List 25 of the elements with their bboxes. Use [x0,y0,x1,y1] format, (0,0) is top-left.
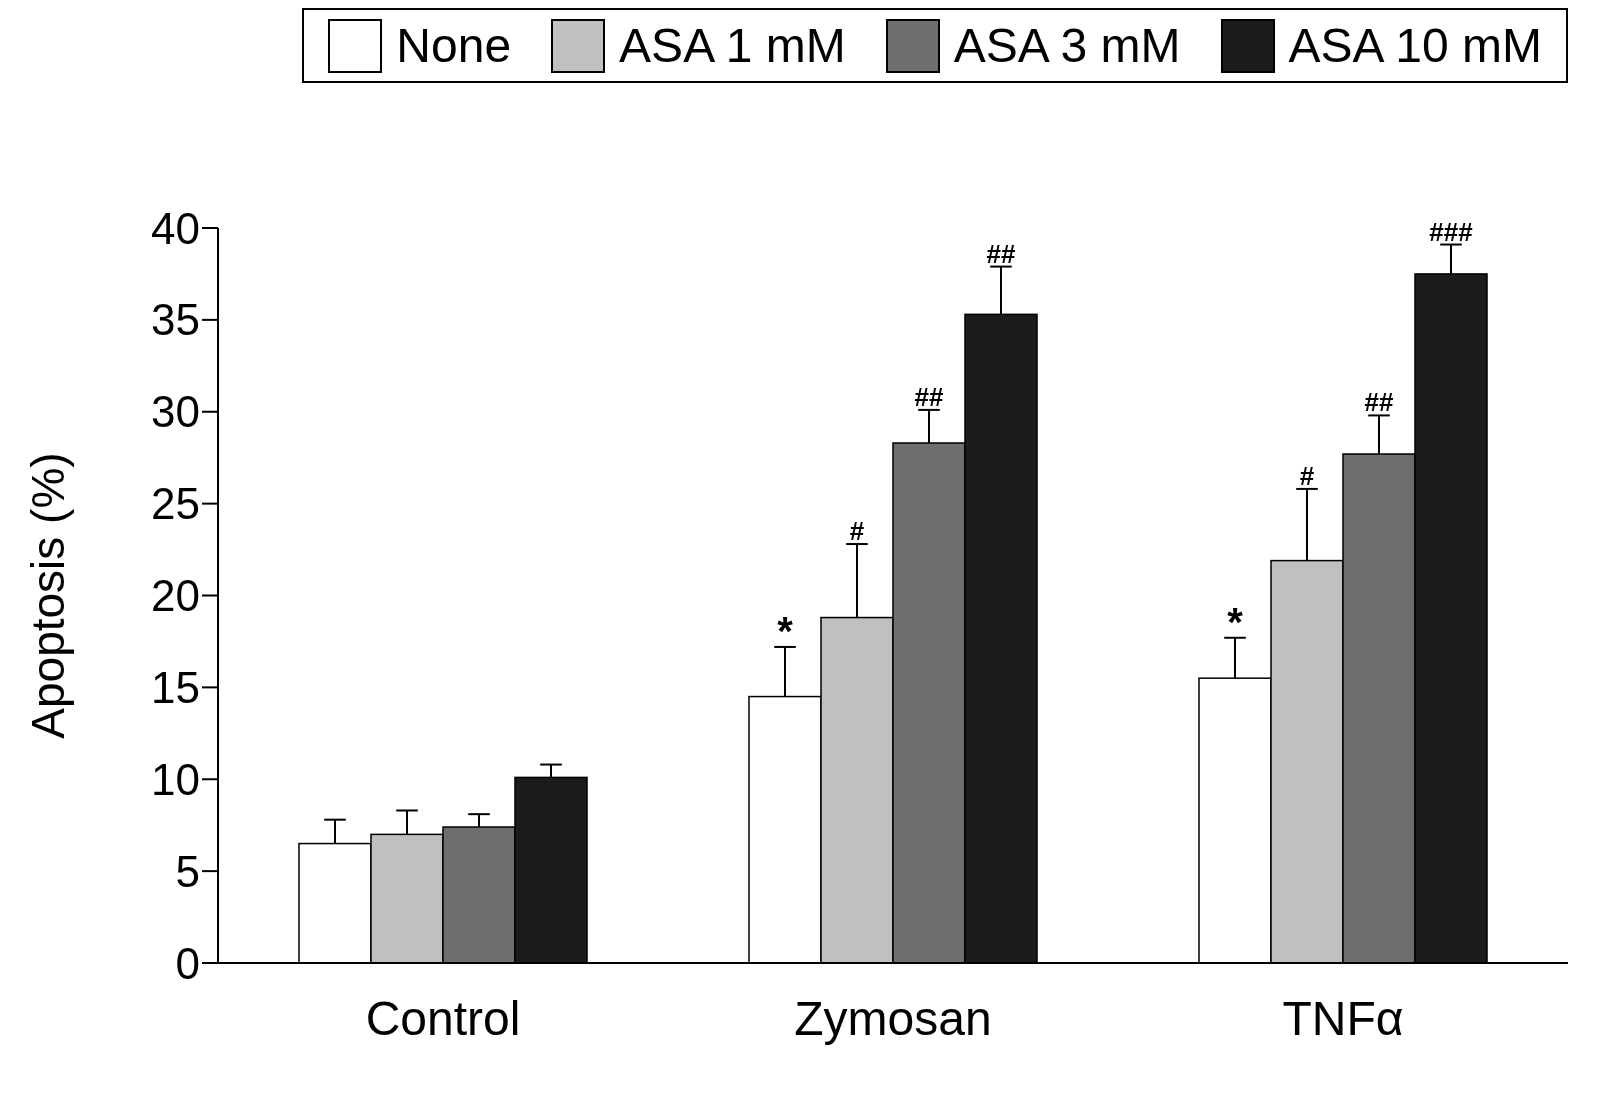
annotation: ## [986,238,1016,269]
annotation: # [1299,460,1315,491]
legend-label: ASA 1 mM [619,18,846,73]
x-tick-label: TNFα [1282,992,1404,1046]
legend-label: ASA 3 mM [953,18,1181,73]
legend-label: None [396,18,512,73]
x-tick-label: Zymosan [794,992,992,1046]
annotation: ## [1364,387,1394,418]
x-tick-label: Control [365,992,521,1046]
y-tick-label: 20 [151,571,200,621]
annotation: # [849,516,865,547]
annotation: * [1227,599,1244,644]
y-tick-label: 30 [151,387,200,437]
y-tick-label: 15 [151,662,200,712]
y-tick-label: 25 [151,479,200,529]
y-axis-title: Apoptosis (%) [22,452,75,739]
legend-label: ASA 10 mM [1288,18,1542,73]
y-tick-label: 10 [151,754,200,804]
annotation: ### [1429,216,1474,247]
annotation: * [777,608,794,653]
y-tick-label: 40 [151,203,200,253]
y-tick-label: 35 [151,295,200,345]
y-tick-label: 5 [175,846,200,896]
annotation: ## [914,381,944,412]
y-tick-label: 0 [175,938,200,988]
